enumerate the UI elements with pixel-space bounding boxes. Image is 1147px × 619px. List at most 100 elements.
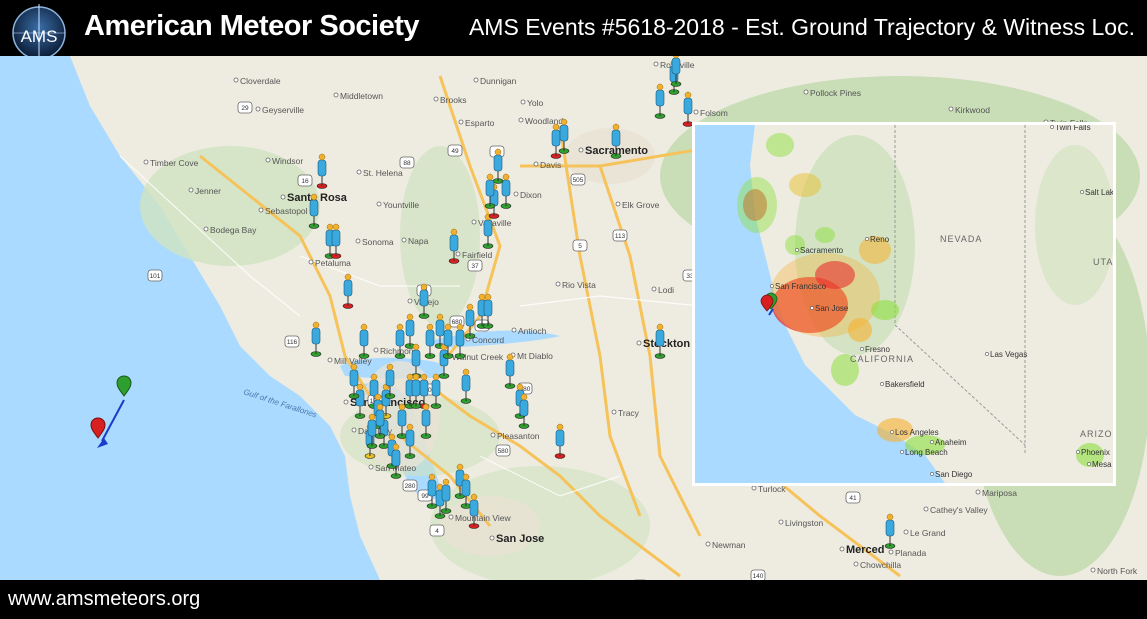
witness-marker-icon (358, 323, 370, 359)
svg-text:680: 680 (452, 319, 463, 326)
witness-marker-icon (492, 148, 504, 184)
witness-marker-icon (410, 343, 422, 379)
city-label: Rio Vista (562, 280, 596, 290)
city-label: Mountain View (455, 513, 511, 523)
inset-city-label: Phoenix (1081, 448, 1110, 457)
city-label: Geyserville (262, 105, 304, 115)
inset-city-label: Fresno (865, 345, 890, 354)
witness-marker-icon (354, 383, 366, 419)
inset-city-label: Reno (870, 235, 890, 244)
highway-shield-icon: 29 (237, 101, 253, 114)
svg-text:37: 37 (471, 263, 479, 270)
city-label: Concord (472, 335, 504, 345)
state-border-ca-nv (894, 125, 1026, 446)
urban-area (565, 128, 655, 184)
city-label: Merced (846, 544, 885, 556)
highway-shield-icon: 116 (284, 335, 300, 348)
city-label: Elk Grove (622, 200, 660, 210)
svg-text:101: 101 (150, 273, 161, 280)
svg-text:140: 140 (753, 573, 764, 580)
ground-trajectory-line (101, 399, 125, 442)
city-label: Chowchilla (860, 560, 901, 570)
inset-city-label: San Francisco (775, 282, 827, 291)
city-label: Le Grand (910, 528, 946, 538)
city-label: Tracy (618, 408, 640, 418)
witness-marker-icon (396, 403, 408, 439)
witness-marker-icon (610, 123, 622, 159)
highway-shield-icon: 88 (399, 156, 415, 169)
trajectory-arrow-icon (97, 438, 108, 448)
svg-text:49: 49 (451, 148, 459, 155)
city-label: Jenner (195, 186, 221, 196)
city-label: Planada (895, 548, 926, 558)
svg-text:41: 41 (849, 495, 857, 502)
city-label: Yolo (527, 98, 544, 108)
city-label: Dixon (520, 190, 542, 200)
witness-marker-icon (418, 373, 430, 409)
svg-text:280: 280 (405, 483, 416, 490)
city-label: Walnut Creek (452, 352, 504, 362)
witness-marker-icon (482, 293, 494, 329)
highway-shield-icon: 5 (572, 239, 588, 252)
city-label: Windsor (272, 156, 303, 166)
inset-city-label: San Jose (815, 304, 849, 313)
witness-marker-icon (310, 321, 322, 357)
inset-map[interactable]: Sacramento San Francisco San Jose Reno Fresn… (692, 122, 1116, 486)
inset-city-label: Los Angeles (895, 428, 939, 437)
header-bar: AMS American Meteor Society AMS Events #… (0, 0, 1147, 62)
witness-marker-icon (464, 303, 476, 339)
witness-marker-icon (554, 423, 566, 459)
witness-marker-icon (654, 323, 666, 359)
witness-marker-icon (550, 123, 562, 159)
city-label: Folsom (700, 108, 728, 118)
main-map[interactable]: Santa Rosa Sebastopol Bodega Bay Petaluma So… (0, 56, 1147, 580)
witness-marker-icon (504, 353, 516, 389)
ams-logo: AMS (12, 4, 66, 62)
trajectory-end-marker (90, 417, 106, 439)
city-label: Newman (712, 540, 746, 550)
highway-shield-icon: 16 (297, 174, 313, 187)
witness-marker-icon (426, 473, 438, 509)
city-label: Brooks (440, 95, 466, 105)
veg-patch (140, 146, 320, 266)
city-label: San Jose (496, 533, 544, 545)
witness-marker-icon (654, 83, 666, 119)
highway-shield-icon: 101 (147, 269, 163, 282)
event-title: AMS Events #5618-2018 - Est. Ground Traj… (468, 14, 1135, 40)
witness-marker-icon (366, 413, 378, 449)
witness-marker-icon (430, 373, 442, 409)
witness-marker-icon (316, 153, 328, 189)
witness-marker-icon (484, 173, 496, 209)
inset-canvas: Sacramento San Francisco San Jose Reno Fresn… (737, 125, 1113, 483)
witness-marker-icon (448, 228, 460, 264)
trajectory-start-marker (116, 375, 132, 397)
witness-marker-icon (410, 373, 422, 409)
city-label: Cathey's Valley (930, 505, 988, 515)
inset-region-label: NEVADA (940, 234, 982, 244)
inset-city-label: Sacramento (800, 246, 844, 255)
city-label: Sonoma (362, 237, 394, 247)
city-label: Pleasanton (497, 431, 540, 441)
witness-marker-icon (460, 473, 472, 509)
svg-text:99: 99 (421, 493, 429, 500)
witness-marker-icon (374, 403, 386, 439)
highway-shield-icon: 49 (447, 144, 463, 157)
city-label: Cloverdale (240, 76, 281, 86)
highway-shield-icon: 37 (467, 259, 483, 272)
highway-shield-icon: 41 (845, 491, 861, 504)
org-name: American Meteor Society (84, 10, 420, 42)
city-label: Richmond (380, 346, 419, 356)
highway-shield-icon: 505 (570, 173, 586, 186)
city-label: Mariposa (982, 488, 1017, 498)
witness-marker-icon (482, 213, 494, 249)
inset-labels: Sacramento San Francisco San Jose Reno Fresn… (770, 125, 1113, 479)
inset-city-label: Long Beach (905, 448, 948, 457)
svg-text:29: 29 (241, 105, 249, 112)
city-label: Napa (408, 236, 429, 246)
svg-text:16: 16 (301, 178, 309, 185)
website-link[interactable]: www.amsmeteors.org (8, 588, 201, 610)
svg-text:88: 88 (403, 160, 411, 167)
city-label: North Fork (1097, 566, 1138, 576)
inset-city-label: Mesa (1092, 460, 1112, 469)
svg-text:4: 4 (435, 528, 439, 535)
